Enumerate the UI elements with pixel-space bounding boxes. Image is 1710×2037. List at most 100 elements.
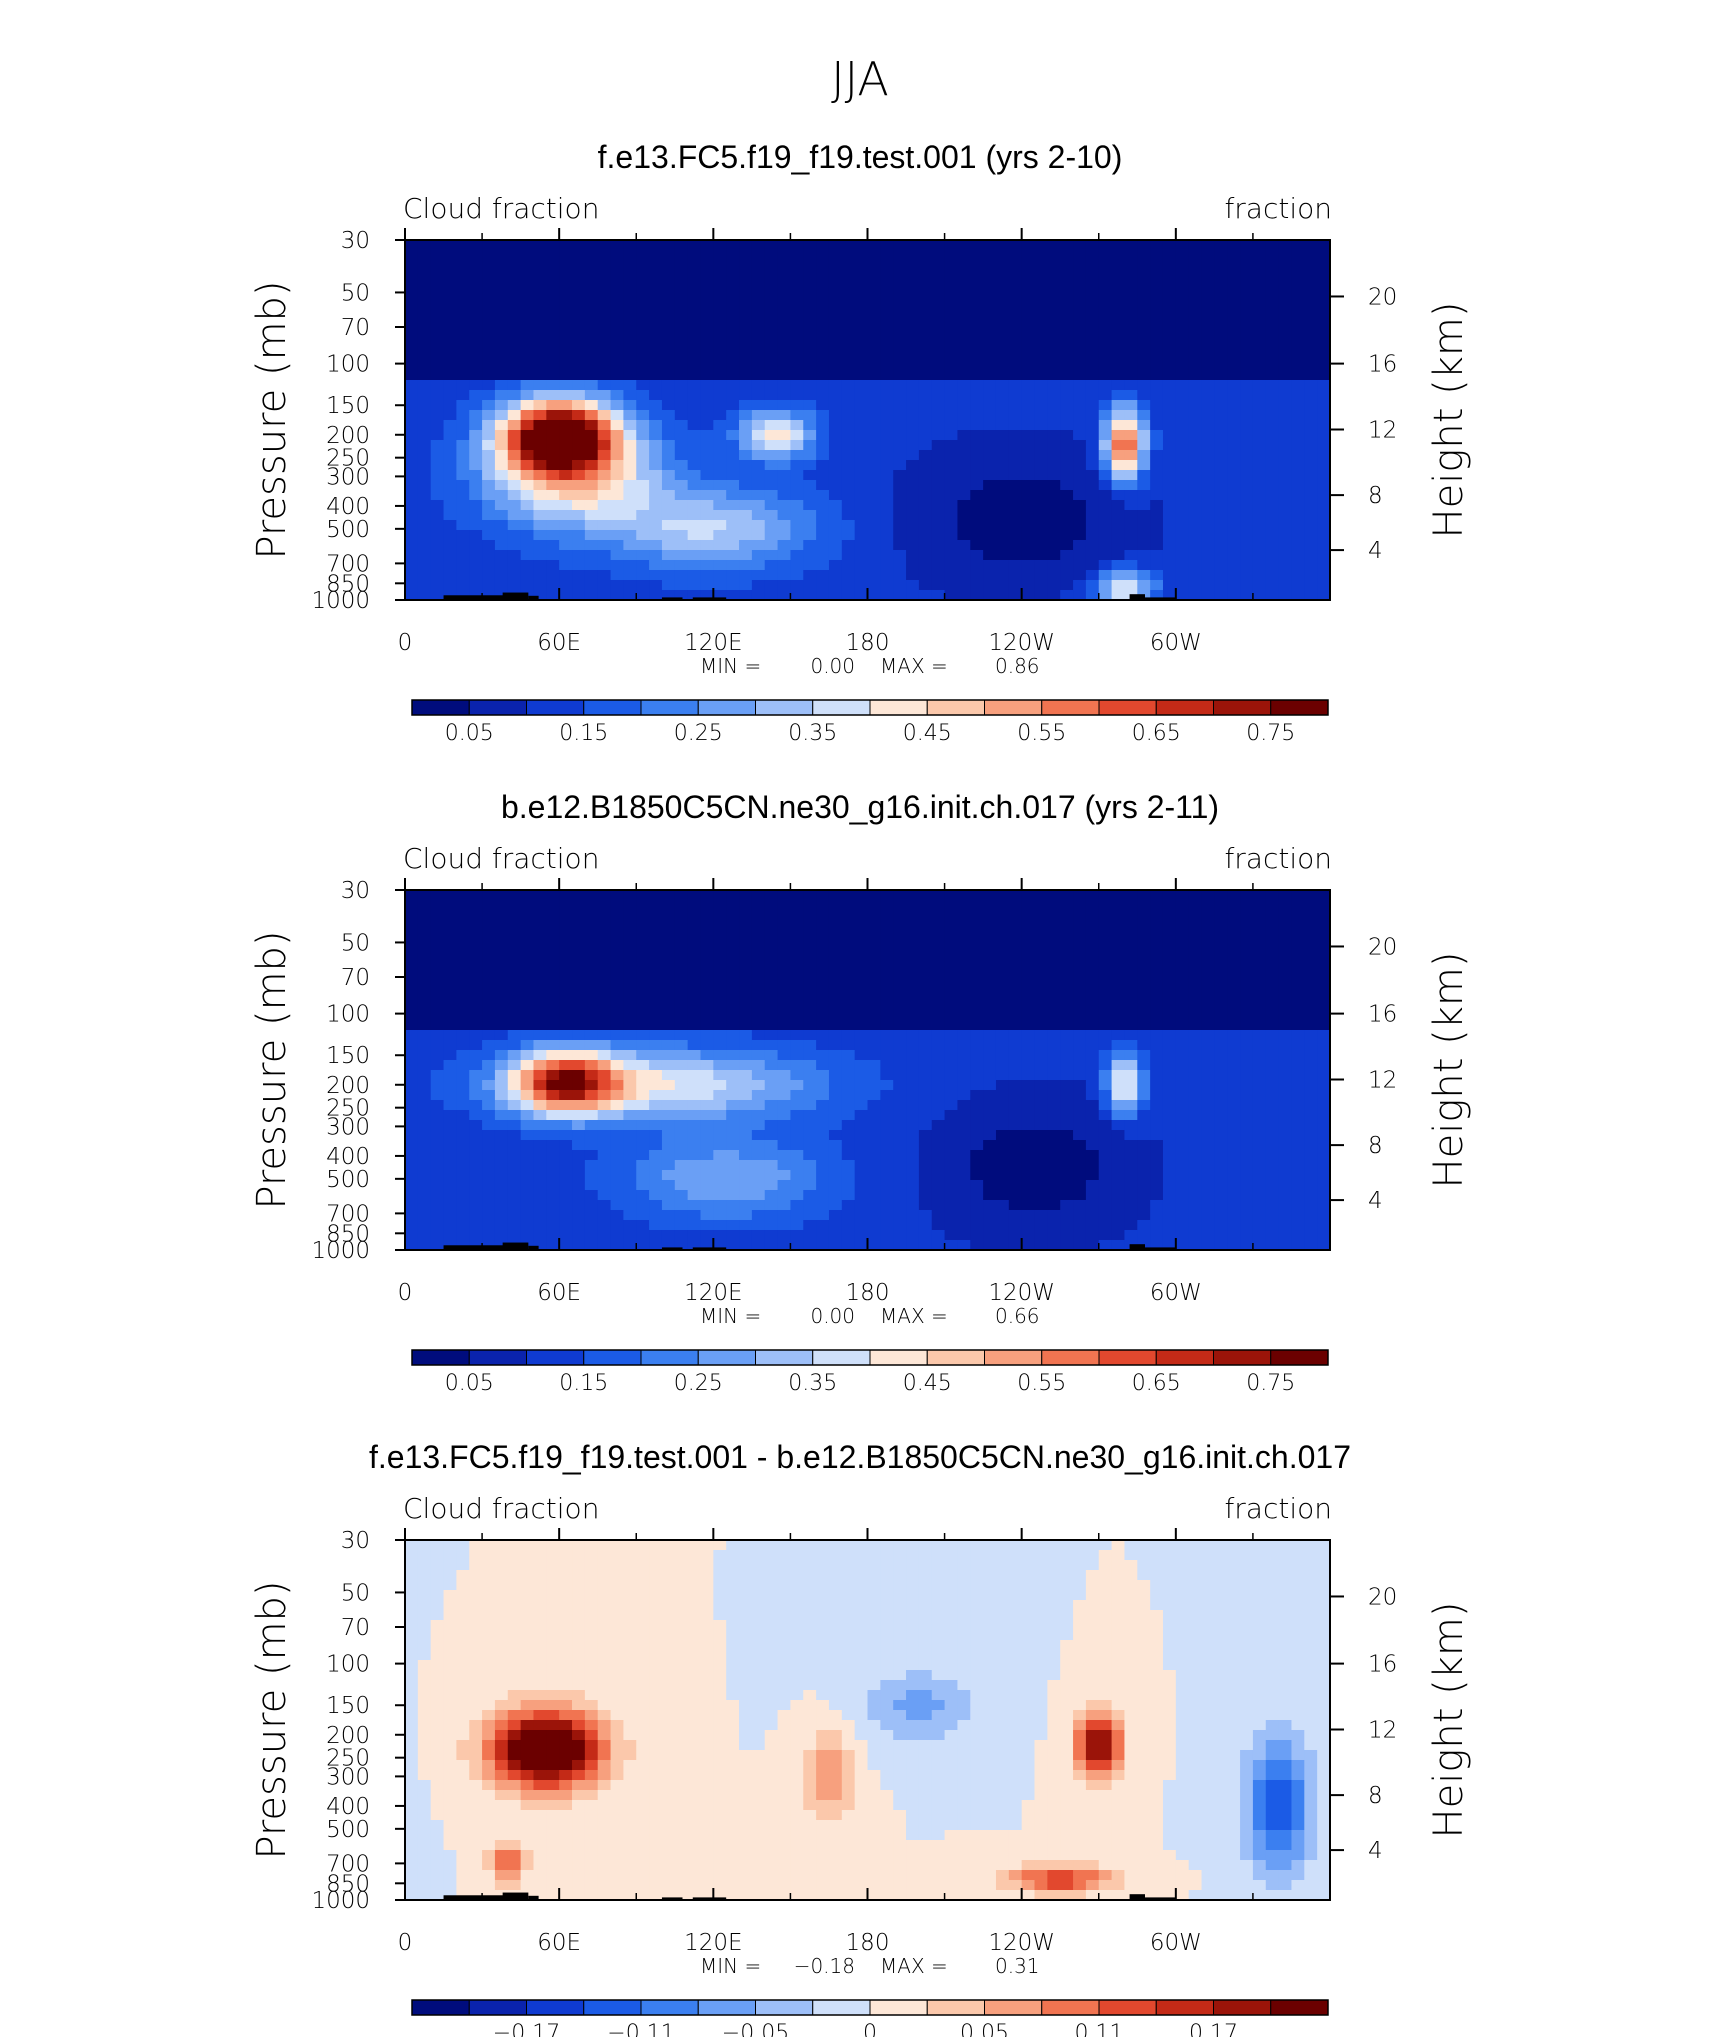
contour-cell	[1291, 440, 1305, 451]
contour-cell	[1021, 310, 1036, 321]
contour-cell	[1008, 960, 1023, 971]
contour-cell	[469, 1040, 483, 1051]
contour-cell	[816, 1010, 830, 1021]
contour-cell	[713, 470, 727, 481]
contour-cell	[970, 890, 984, 901]
contour-cell	[700, 440, 714, 451]
contour-cell	[1214, 540, 1228, 551]
contour-cell	[1124, 1030, 1138, 1041]
contour-cell	[1034, 340, 1048, 351]
contour-cell	[623, 540, 637, 551]
contour-cell	[713, 370, 727, 381]
contour-cell	[584, 970, 599, 981]
contour-cell	[417, 440, 432, 451]
contour-cell	[559, 360, 573, 371]
contour-cell	[944, 400, 959, 411]
contour-cell	[1098, 450, 1113, 461]
contour-cell	[533, 340, 547, 351]
contour-cell	[880, 380, 894, 391]
contour-cell	[1227, 900, 1241, 911]
contour-cell	[944, 950, 959, 961]
contour-cell	[841, 1060, 856, 1071]
colorbar-box	[984, 699, 1043, 716]
contour-cell	[1214, 1190, 1228, 1201]
contour-cell	[1060, 390, 1074, 401]
contour-cell	[1175, 450, 1190, 461]
contour-cell	[1240, 300, 1254, 311]
contour-cell	[559, 970, 573, 981]
contour-cell	[918, 900, 933, 911]
contour-cell	[1291, 890, 1305, 901]
contour-cell	[867, 1140, 881, 1151]
contour-cell	[700, 910, 714, 921]
contour-cell	[777, 960, 792, 971]
contour-cell	[572, 1060, 586, 1071]
contour-cell	[739, 370, 753, 381]
contour-cell	[828, 950, 843, 961]
contour-cell	[687, 450, 702, 461]
contour-cell	[1214, 240, 1228, 251]
contour-cell	[1047, 1050, 1061, 1061]
contour-cell	[906, 920, 920, 931]
contour-cell	[983, 320, 997, 331]
contour-cell	[790, 310, 804, 321]
contour-cell	[1291, 240, 1305, 251]
contour-cell	[507, 1150, 522, 1161]
contour-cell	[482, 410, 496, 421]
contour-cell	[1073, 1120, 1087, 1131]
contour-cell	[1188, 1050, 1203, 1061]
contour-cell	[1227, 1020, 1241, 1031]
contour-cell	[1214, 360, 1228, 371]
contour-cell	[931, 500, 946, 511]
contour-cell	[906, 410, 920, 421]
contour-cell	[430, 320, 445, 331]
x-tick-label: 120W	[988, 630, 1055, 656]
contour-cell	[572, 1130, 586, 1141]
contour-cell	[1124, 480, 1138, 491]
contour-cell	[1252, 480, 1267, 491]
contour-cell	[1304, 1130, 1318, 1141]
contour-cell	[700, 940, 714, 951]
contour-cell	[1034, 560, 1048, 571]
contour-cell	[1240, 320, 1254, 331]
contour-cell	[405, 1130, 419, 1141]
contour-cell	[443, 1170, 457, 1181]
contour-cell	[597, 260, 612, 271]
contour-cell	[957, 980, 971, 991]
contour-cell	[1188, 500, 1203, 511]
contour-cell	[1201, 420, 1215, 431]
contour-cell	[1047, 1030, 1061, 1041]
contour-cell	[751, 960, 766, 971]
contour-cell	[1317, 940, 1330, 951]
contour-cell	[456, 280, 470, 291]
contour-cell	[1034, 1010, 1048, 1021]
contour-cell	[1304, 590, 1318, 600]
contour-cell	[970, 510, 984, 521]
contour-cell	[957, 260, 971, 271]
contour-cell	[494, 410, 509, 421]
contour-cell	[764, 970, 779, 981]
contour-cell	[520, 1050, 535, 1061]
contour-cell	[636, 420, 650, 431]
contour-cell	[494, 1180, 509, 1191]
contour-cell	[1021, 1020, 1036, 1031]
contour-cell	[687, 400, 702, 411]
contour-cell	[1060, 1010, 1074, 1021]
contour-cell	[739, 380, 753, 391]
contour-cell	[533, 550, 547, 561]
contour-cell	[983, 980, 997, 991]
contour-cell	[1201, 960, 1215, 971]
contour-cell	[957, 1160, 971, 1171]
contour-cell	[636, 500, 650, 511]
contour-cell	[1150, 1130, 1164, 1141]
contour-cell	[1111, 380, 1126, 391]
contour-cell	[944, 480, 959, 491]
contour-cell	[1188, 1040, 1203, 1051]
contour-cell	[417, 360, 432, 371]
contour-cell	[867, 440, 881, 451]
contour-cell	[764, 900, 779, 911]
contour-cell	[777, 530, 792, 541]
contour-cell	[1047, 330, 1061, 341]
contour-cell	[970, 1010, 984, 1021]
contour-cell	[1188, 440, 1203, 451]
